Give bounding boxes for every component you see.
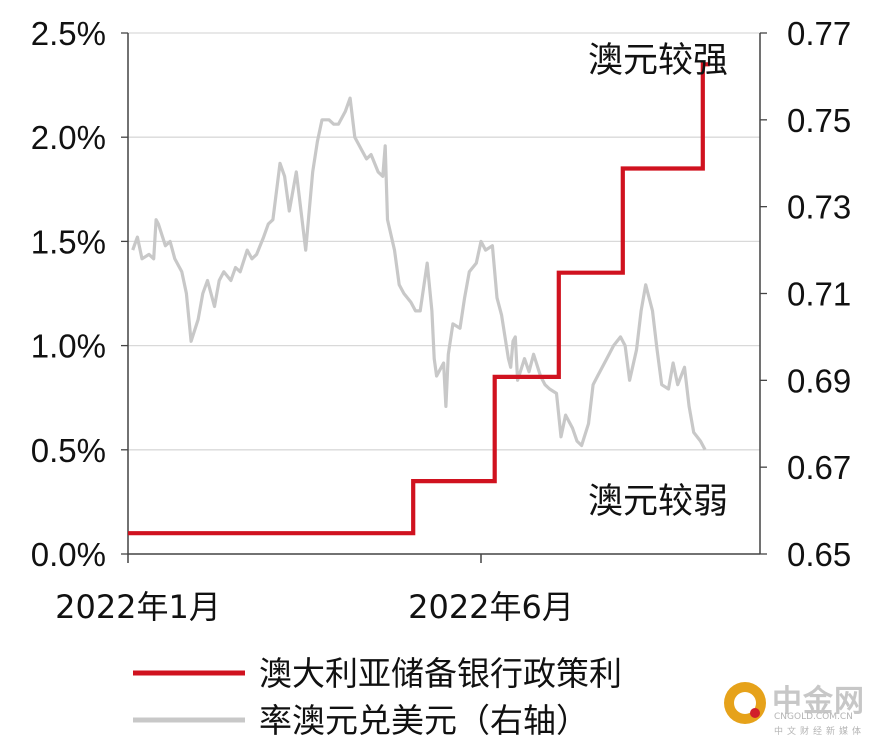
right-axis-tick-label: 0.71 [787, 276, 851, 313]
watermark-name: 中金网 [772, 684, 865, 719]
left-axis-tick-label: 0.5% [31, 432, 106, 469]
series-line-policy-rate [128, 62, 710, 536]
watermark: 中金网 CNGOLD.COM.CN 中文财经新媒体 [724, 676, 874, 740]
legend-label-policy-rate: 澳大利亚储备银行政策利 [259, 654, 622, 693]
watermark-domain: CNGOLD.COM.CN [774, 712, 853, 722]
left-axis-tick-label: 2.0% [31, 119, 106, 156]
right-axis-tick-label: 0.69 [787, 362, 851, 399]
cngold-logo-icon [724, 682, 766, 724]
watermark-tagline: 中文财经新媒体 [774, 727, 866, 737]
x-axis-ticks: 2022年1月 2022年6月 [55, 554, 574, 626]
axes [127, 33, 761, 555]
annotation-aud-weaker: 澳元较弱 [588, 482, 728, 522]
legend: 澳大利亚储备银行政策利 率澳元兑美元（右轴） [133, 654, 622, 740]
right-axis-ticks: 0.65 0.67 0.69 0.71 0.73 0.75 0.77 [760, 15, 851, 573]
right-axis-tick-label: 0.75 [787, 102, 851, 139]
left-axis-tick-label: 2.5% [31, 15, 106, 52]
x-axis-tick-label: 2022年1月 [55, 588, 221, 626]
gridlines [128, 32, 760, 451]
series-line-audusd [131, 96, 707, 451]
left-axis-ticks: 0.0% 0.5% 1.0% 1.5% 2.0% 2.5% [31, 15, 128, 573]
right-axis-tick-label: 0.73 [787, 189, 851, 226]
annotation-aud-stronger: 澳元较强 [588, 41, 728, 81]
legend-label-audusd: 率澳元兑美元（右轴） [259, 701, 589, 740]
left-axis-tick-label: 0.0% [31, 536, 106, 573]
series-group [128, 62, 710, 536]
right-axis-tick-label: 0.67 [787, 449, 851, 486]
left-axis-tick-label: 1.5% [31, 223, 106, 260]
right-axis-tick-label: 0.65 [787, 536, 851, 573]
x-axis-tick-label: 2022年6月 [408, 588, 574, 626]
right-axis-tick-label: 0.77 [787, 15, 851, 52]
left-axis-tick-label: 1.0% [31, 328, 106, 365]
